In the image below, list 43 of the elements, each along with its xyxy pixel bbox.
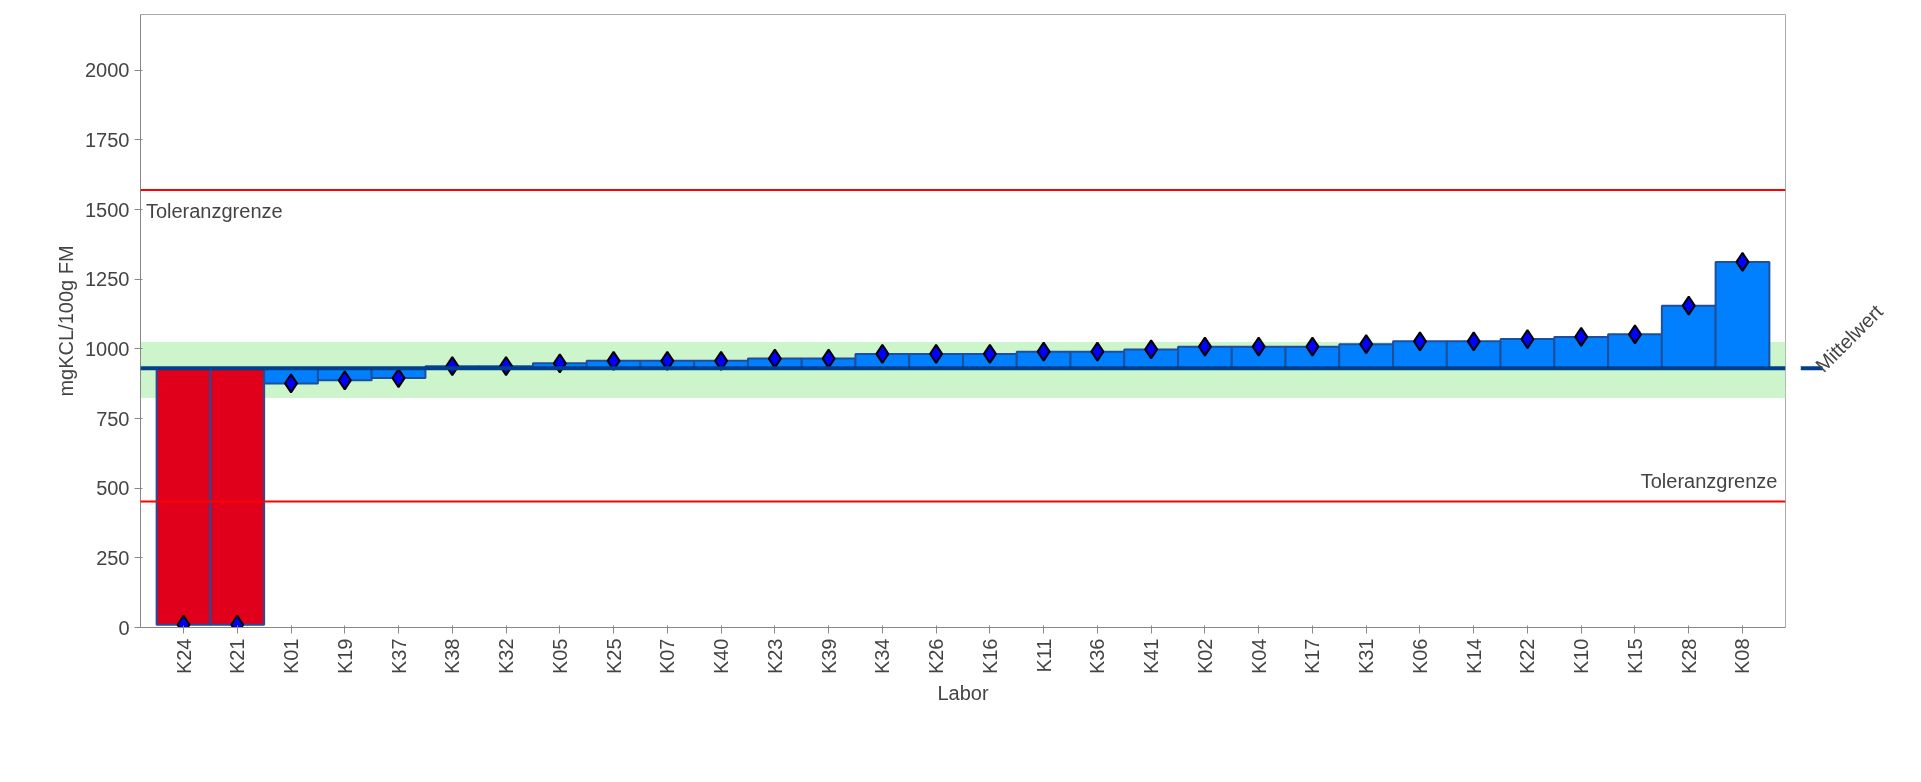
x-tick-label: K02 <box>1193 638 1216 675</box>
x-axis-title: Labor <box>937 682 989 705</box>
x-tick-label: K26 <box>925 638 948 675</box>
y-axis-title: mgKCL/100g FM <box>55 245 78 397</box>
x-tick-label: K32 <box>495 638 518 675</box>
x-tick-label: K25 <box>602 638 625 675</box>
x-tick-label: K39 <box>817 638 840 675</box>
x-tick-label: K07 <box>656 638 679 675</box>
y-tick-label: 2000 <box>85 59 130 82</box>
y-tick-label: 1750 <box>85 128 130 151</box>
x-tick-label: K36 <box>1086 638 1109 675</box>
x-tick-label: K17 <box>1301 638 1324 675</box>
x-tick-label: K34 <box>871 638 894 675</box>
x-tick-label: K15 <box>1623 638 1646 675</box>
y-tick-label: 1500 <box>85 198 130 221</box>
x-tick-label: K08 <box>1731 638 1754 675</box>
x-tick-label: K04 <box>1247 638 1270 675</box>
x-tick-label: K06 <box>1408 638 1431 675</box>
x-tick-label: K40 <box>710 638 733 675</box>
x-tick-label: K16 <box>978 638 1001 675</box>
x-tick-label: K22 <box>1516 638 1539 675</box>
x-tick-label: K38 <box>441 638 464 675</box>
ref-line-label: Toleranzgrenze <box>145 200 283 223</box>
x-tick-label: K28 <box>1677 638 1700 675</box>
y-tick-label: 250 <box>96 546 130 569</box>
x-tick-label: K21 <box>226 638 249 675</box>
y-tick-label: 0 <box>118 616 130 639</box>
y-tick-label: 500 <box>96 477 130 500</box>
x-tick-label: K31 <box>1355 638 1378 675</box>
y-tick-label: 750 <box>96 407 130 430</box>
x-tick-label: K10 <box>1570 638 1593 675</box>
y-tick-label: 1000 <box>85 337 130 360</box>
x-tick-label: K41 <box>1140 638 1163 675</box>
x-tick-label: K37 <box>387 638 410 675</box>
x-tick-label: K05 <box>548 638 571 675</box>
ref-line-label: Toleranzgrenze <box>1640 469 1778 492</box>
x-tick-label: K14 <box>1462 638 1485 675</box>
x-tick-label: K11 <box>1032 638 1055 673</box>
x-tick-label: K23 <box>763 638 786 675</box>
x-tick-label: K24 <box>172 638 195 675</box>
x-tick-label: K01 <box>280 638 303 675</box>
x-tick-label: K19 <box>333 638 356 675</box>
y-tick-label: 1250 <box>85 268 130 291</box>
